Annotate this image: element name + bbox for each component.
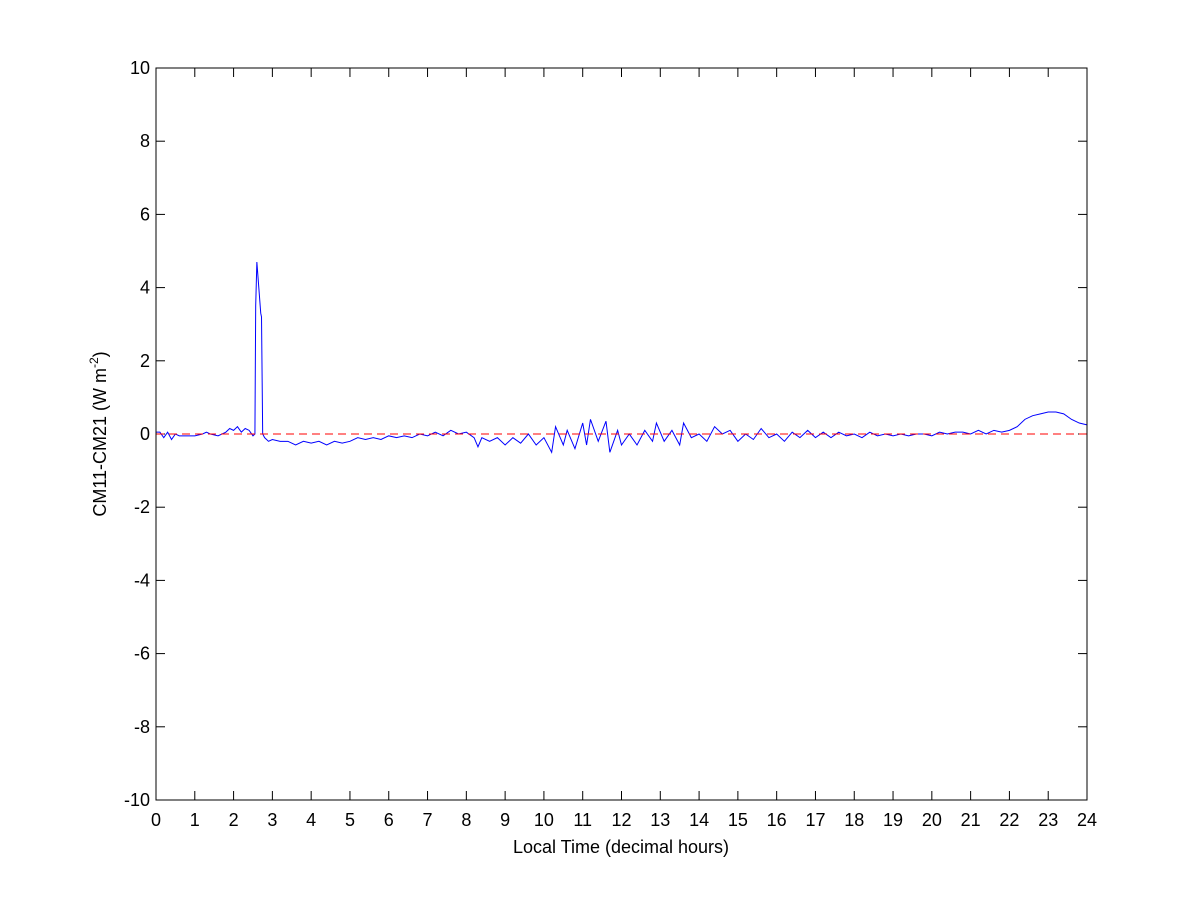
y-tick-label: 0 — [140, 424, 150, 444]
x-tick-label: 8 — [461, 810, 471, 830]
x-tick-label: 12 — [611, 810, 631, 830]
y-axis-label-suffix: ) — [90, 351, 110, 357]
x-tick-label: 4 — [306, 810, 316, 830]
x-tick-label: 9 — [500, 810, 510, 830]
y-tick-label: 6 — [140, 204, 150, 224]
y-tick-label: 2 — [140, 351, 150, 371]
x-tick-label: 0 — [151, 810, 161, 830]
x-tick-label: 5 — [345, 810, 355, 830]
x-tick-label: 20 — [922, 810, 942, 830]
y-tick-label: 4 — [140, 278, 150, 298]
x-tick-label: 17 — [805, 810, 825, 830]
y-axis-label: CM11-CM21 (W m-2) — [87, 351, 110, 516]
x-tick-label: 2 — [229, 810, 239, 830]
x-tick-label: 11 — [573, 810, 592, 830]
y-tick-label: -8 — [134, 717, 150, 737]
x-tick-label: 24 — [1077, 810, 1097, 830]
x-tick-label: 7 — [423, 810, 433, 830]
x-tick-label: 1 — [190, 810, 200, 830]
y-tick-label: -4 — [134, 570, 150, 590]
line-series — [156, 261, 1088, 454]
x-tick-label: 6 — [384, 810, 394, 830]
x-tick-label: 18 — [844, 810, 864, 830]
x-tick-label: 23 — [1038, 810, 1058, 830]
y-tick-label: -2 — [134, 497, 150, 517]
y-tick-label: -10 — [124, 790, 150, 810]
x-tick-label: 13 — [650, 810, 670, 830]
y-axis-label-main: CM11-CM21 (W m — [90, 368, 110, 517]
x-tick-label: 10 — [534, 810, 554, 830]
plot-frame — [155, 67, 1088, 801]
x-axis-label: Local Time (decimal hours) — [513, 837, 729, 857]
x-tick-label: 3 — [267, 810, 277, 830]
x-tick-label: 22 — [999, 810, 1019, 830]
x-tick-label: 21 — [961, 810, 981, 830]
y-tick-label: 8 — [140, 131, 150, 151]
y-tick-label: 10 — [130, 58, 150, 78]
x-tick-label: 15 — [728, 810, 748, 830]
x-tick-label: 19 — [883, 810, 903, 830]
y-tick-label: -6 — [134, 644, 150, 664]
y-axis-label-superscript: -2 — [87, 357, 101, 368]
x-tick-label: 14 — [689, 810, 709, 830]
x-tick-label: 16 — [767, 810, 787, 830]
